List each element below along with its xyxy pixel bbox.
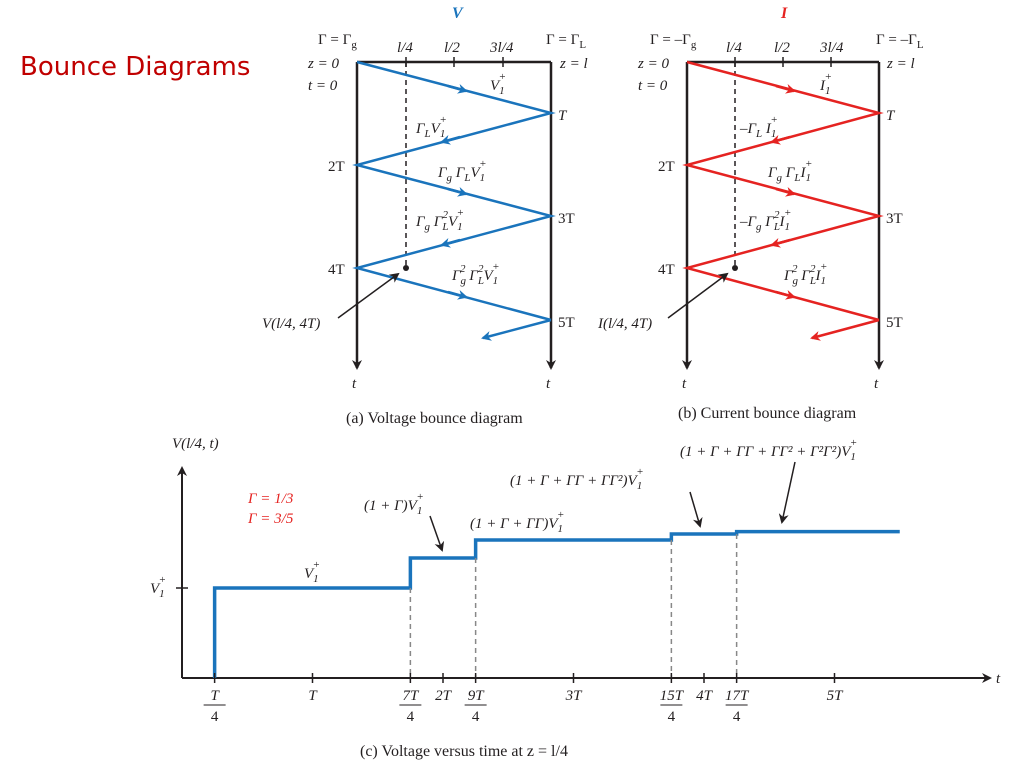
voltage-header: V xyxy=(452,5,464,22)
voltage-tick-l2: l/2 xyxy=(444,40,460,56)
voltage-tick-l4: l/4 xyxy=(397,40,413,56)
current-time-4T: 4T xyxy=(658,262,675,278)
slide-title: Bounce Diagrams xyxy=(20,52,251,82)
current-z0-label: z = 0 xyxy=(637,56,669,72)
plot-gamma-g: Γ = 3/5 xyxy=(247,511,294,527)
voltage-wave-arrow xyxy=(447,84,468,94)
voltage-point-label: V(l/4, 4T) xyxy=(262,316,320,332)
voltage-point-pointer xyxy=(337,272,400,319)
current-time-T: T xyxy=(886,108,896,124)
plot-x-tick-label: 4T xyxy=(696,688,714,704)
plot-gamma-L: Γ = 1/3 xyxy=(247,491,293,507)
current-wave-label-4: –Γg ΓL2I1+ xyxy=(739,207,791,233)
plot-x-tick-denominator: 4 xyxy=(668,709,676,725)
step-pointer-5 xyxy=(778,461,796,524)
voltage-diagram-caption: (a) Voltage bounce diagram xyxy=(346,410,523,427)
current-t0-label: t = 0 xyxy=(638,78,668,94)
current-wave-label-1: I1+ xyxy=(819,71,832,97)
plot-x-tick-denominator: 4 xyxy=(472,709,480,725)
voltage-bounce-diagram: V Γ = Γg Γ = ΓL l/4 l/2 3l/4 z = 0 t = 0… xyxy=(262,5,588,427)
plot-caption: (c) Voltage versus time at z = l/4 xyxy=(360,743,568,760)
voltage-wave-arrow xyxy=(447,187,468,197)
step-label-3: (1 + Γ + ΓΓ)V1+ xyxy=(470,509,564,535)
plot-x-axis-label: t xyxy=(996,671,1001,687)
voltage-time-2T: 2T xyxy=(328,159,345,175)
voltage-left-t-axis-label: t xyxy=(352,376,357,392)
voltage-z0-label: z = 0 xyxy=(307,56,339,72)
plot-x-tick-label: 3T xyxy=(565,688,584,704)
voltage-wave-label-4: Γg ΓL2V1+ xyxy=(415,207,464,233)
current-wave-label-5: Γg2 ΓL2I1+ xyxy=(783,261,827,287)
voltage-right-t-axis-label: t xyxy=(546,376,551,392)
voltage-wave-arrow xyxy=(440,135,461,145)
plot-x-tick-denominator: 4 xyxy=(211,709,219,725)
plot-y-axis-label: V(l/4, t) xyxy=(172,436,219,452)
current-diagram-caption: (b) Current bounce diagram xyxy=(678,405,857,422)
voltage-time-T: T xyxy=(558,108,568,124)
current-time-3T: 3T xyxy=(886,211,903,227)
step-pointer-2 xyxy=(429,515,445,552)
current-wave-label-3: Γg ΓLI1+ xyxy=(767,158,812,184)
current-time-2T: 2T xyxy=(658,159,675,175)
plot-x-tick-label: 5T xyxy=(827,688,845,704)
current-tick-3l4: 3l/4 xyxy=(819,40,844,56)
voltage-tick-3l4: 3l/4 xyxy=(489,40,514,56)
current-wave-arrow xyxy=(775,290,796,300)
step-label-4: (1 + Γ + ΓΓ + ΓΓ²)V1+ xyxy=(510,466,644,492)
current-final-arrow xyxy=(810,318,880,341)
current-zl-label: z = l xyxy=(886,56,915,72)
plot-x-tick-denominator: 4 xyxy=(733,709,741,725)
voltage-wave-label-3: Γg ΓLV1+ xyxy=(437,158,487,184)
plot-x-tick-numerator: 9T xyxy=(468,688,486,704)
voltage-wave-arrow xyxy=(447,290,468,300)
current-wave-arrow xyxy=(770,238,791,248)
step-label-1: V1+ xyxy=(304,559,320,585)
current-header: I xyxy=(780,5,788,22)
voltage-time-3T: 3T xyxy=(558,211,575,227)
voltage-wave-label-2: ΓLV1+ xyxy=(415,114,447,140)
current-tick-l2: l/2 xyxy=(774,40,790,56)
plot-x-tick-numerator: 7T xyxy=(402,688,420,704)
current-point-pointer xyxy=(667,272,729,319)
voltage-t0-label: t = 0 xyxy=(308,78,338,94)
voltage-wave-label-1: V1+ xyxy=(490,71,506,97)
plot-x-tick-numerator: 15T xyxy=(660,688,685,704)
plot-x-tick-label: 2T xyxy=(435,688,453,704)
voltage-time-4T: 4T xyxy=(328,262,345,278)
voltage-time-plot: V(l/4, t) t V1+ Γ = 1/3 Γ = 3/5 T/4T4T7T… xyxy=(150,436,1001,760)
plot-x-tick-denominator: 4 xyxy=(407,709,415,725)
current-wave-arrow xyxy=(775,187,796,197)
step-pointer-4 xyxy=(689,491,703,528)
current-wave-arrow xyxy=(770,135,791,145)
current-time-5T: 5T xyxy=(886,315,903,331)
voltage-sample-point xyxy=(403,265,409,271)
voltage-final-arrow xyxy=(481,318,552,341)
current-gamma-right: Γ = –ΓL xyxy=(876,32,924,51)
current-wave-label-2: –ΓL I1+ xyxy=(739,114,778,140)
current-point-label: I(l/4, 4T) xyxy=(597,316,652,332)
current-tick-l4: l/4 xyxy=(726,40,742,56)
voltage-zl-label: z = l xyxy=(559,56,588,72)
step-label-2: (1 + Γ)V1+ xyxy=(364,491,424,517)
voltage-time-5T: 5T xyxy=(558,315,575,331)
plot-x-tick-label: T xyxy=(308,688,318,704)
plot-x-tick-numerator: T xyxy=(210,688,220,704)
current-gamma-left: Γ = –Γg xyxy=(650,32,697,51)
voltage-gamma-left: Γ = Γg xyxy=(318,32,357,51)
voltage-wave-label-5: Γg2 ΓL2V1+ xyxy=(451,261,500,287)
step-label-5: (1 + Γ + ΓΓ + ΓΓ² + Γ²Γ²)V1+ xyxy=(680,437,857,463)
voltage-gamma-right: Γ = ΓL xyxy=(546,32,586,51)
plot-x-tick-numerator: 17T xyxy=(725,688,750,704)
current-left-t-axis-label: t xyxy=(682,376,687,392)
voltage-wave-arrow xyxy=(440,238,461,248)
current-bounce-diagram: I Γ = –Γg Γ = –ΓL l/4 l/2 3l/4 z = 0 t =… xyxy=(597,5,924,422)
current-wave-arrow xyxy=(775,84,796,94)
current-sample-point xyxy=(732,265,738,271)
current-right-t-axis-label: t xyxy=(874,376,879,392)
plot-y-tick-label: V1+ xyxy=(150,574,166,600)
plot-xtick-group: T/4T4T7T/47T42T9T/49T43T15T/415T44T17T/4… xyxy=(203,673,845,725)
voltage-step-series xyxy=(212,529,900,678)
plot-step-group xyxy=(212,529,900,678)
